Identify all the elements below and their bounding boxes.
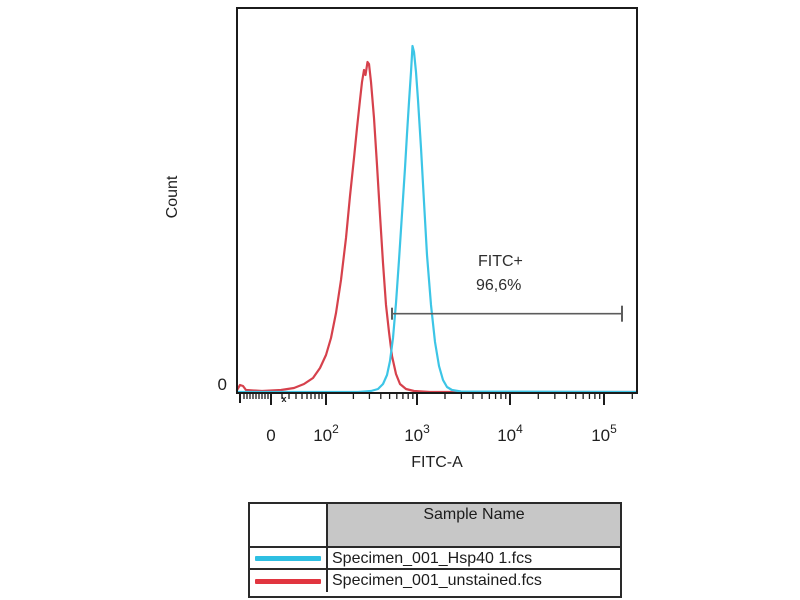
legend-header-row: Sample Name — [250, 504, 620, 548]
hsp40-sample-name: Specimen_001_Hsp40 1.fcs — [328, 548, 620, 568]
legend-row-hsp40: Specimen_001_Hsp40 1.fcs — [250, 548, 620, 570]
legend-header-label: Sample Name — [328, 504, 620, 546]
y-zero-tick-label: 0 — [218, 375, 227, 394]
x-tick-label-105: 105 — [591, 422, 617, 445]
y-axis-label: Count — [164, 175, 181, 218]
x-tick-label-104: 104 — [497, 422, 523, 445]
offscale-marker: x — [281, 394, 286, 404]
legend-swatch-header-cell — [250, 504, 328, 546]
x-axis-label: FITC-A — [411, 454, 463, 471]
hsp40-series-swatch — [255, 555, 321, 561]
x-tick-label-0: 0 — [266, 426, 275, 445]
gate-label: FITC+ — [478, 253, 523, 270]
unstained-sample-name: Specimen_001_unstained.fcs — [328, 570, 620, 592]
unstained-series-swatch — [255, 578, 321, 584]
histogram-plot: Count 0 FITC+ 96,6% x 0 102 103 104 105 FITC… — [164, 7, 639, 471]
x-axis-ticks: x — [239, 393, 633, 405]
plot-border — [236, 7, 638, 394]
legend-row-unstained: Specimen_001_unstained.fcs — [250, 570, 620, 592]
x-tick-label-103: 103 — [404, 422, 430, 445]
histogram-curves — [235, 44, 639, 394]
fitc-positive-gate — [391, 305, 623, 322]
x-axis-tick-labels: 0 102 103 104 105 — [266, 422, 617, 445]
legend-table: Sample Name Specimen_001_Hsp40 1.fcs Spe… — [248, 502, 622, 598]
x-tick-label-102: 102 — [313, 422, 339, 445]
gate-percentage: 96,6% — [476, 277, 521, 294]
